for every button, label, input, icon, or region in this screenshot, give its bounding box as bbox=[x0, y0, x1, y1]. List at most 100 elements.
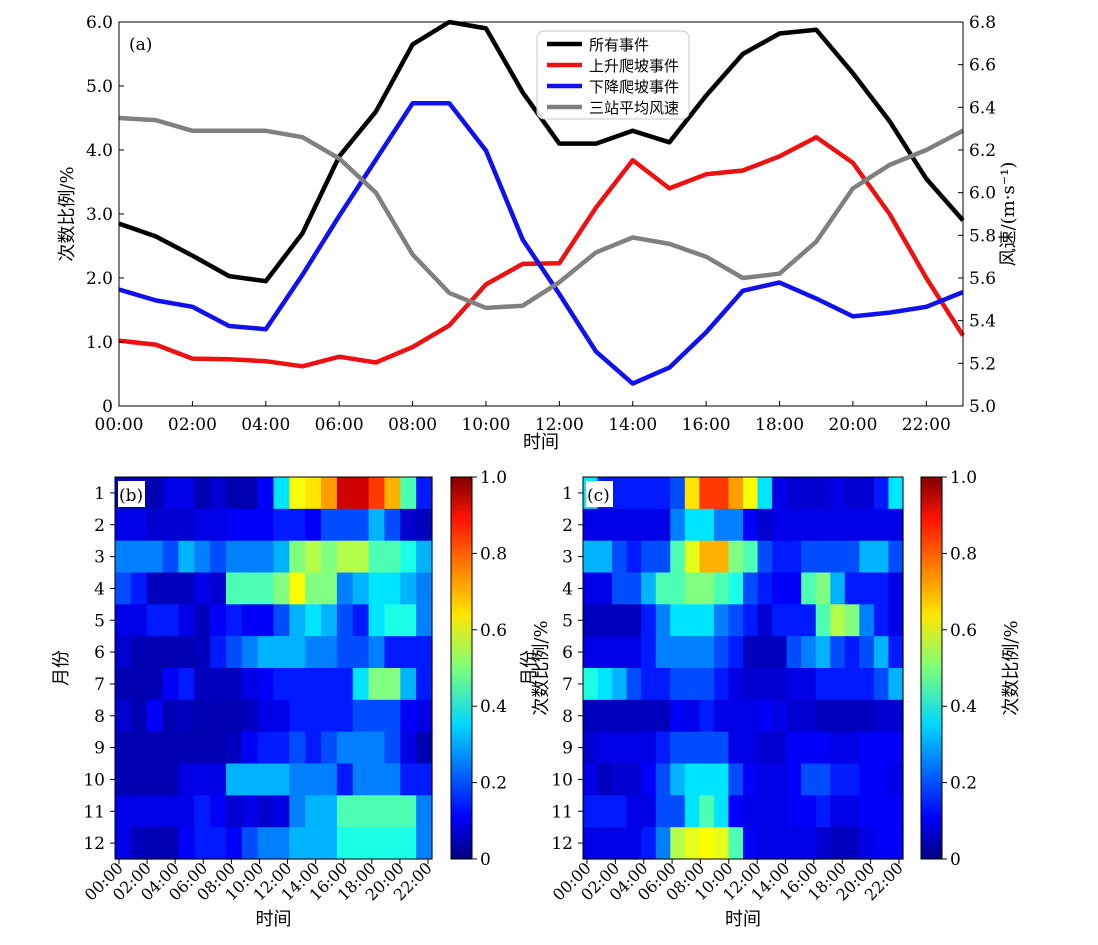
heatmap-cell bbox=[336, 795, 354, 828]
heatmap-cell bbox=[194, 508, 211, 542]
heatmap-cell bbox=[859, 508, 875, 542]
y-tick-label: 6 bbox=[94, 643, 105, 663]
heatmap-cell bbox=[241, 636, 259, 669]
heatmap-cell bbox=[384, 477, 401, 510]
heatmap-cell bbox=[626, 572, 642, 605]
heatmap-cell bbox=[178, 795, 195, 828]
heatmap-cell bbox=[699, 668, 715, 701]
heatmap-cell bbox=[194, 477, 211, 510]
heatmap-cell bbox=[210, 827, 227, 860]
heatmap-cell bbox=[888, 477, 904, 510]
heatmap-cell bbox=[743, 731, 759, 765]
heatmap-cell bbox=[626, 699, 642, 733]
right-y-tick-label: 5.6 bbox=[969, 269, 996, 289]
heatmap-cell bbox=[699, 508, 715, 542]
heatmap-cell bbox=[844, 827, 860, 860]
y-tick-label: 11 bbox=[83, 802, 105, 822]
heatmap-cell bbox=[194, 795, 211, 828]
panel-c-x-axis-label: 时间 bbox=[725, 909, 761, 930]
heatmap-cell bbox=[830, 636, 846, 669]
heatmap-cell bbox=[384, 668, 401, 701]
heatmap-cell bbox=[368, 731, 386, 765]
x-tick-label: 00:00 bbox=[95, 415, 144, 435]
heatmap-cell bbox=[305, 572, 322, 605]
heatmap-cell bbox=[713, 763, 730, 796]
heatmap-cell bbox=[416, 763, 433, 796]
heatmap-cell bbox=[859, 636, 875, 669]
series-line-3: 三站平均风速 bbox=[118, 115, 965, 311]
heatmap-cell bbox=[289, 731, 306, 765]
heatmap-cell bbox=[772, 699, 788, 733]
panel-c-label: (c) bbox=[587, 486, 610, 506]
panel-b-colorbar bbox=[450, 476, 473, 860]
heatmap-cell bbox=[873, 827, 890, 860]
heatmap-cell bbox=[655, 636, 671, 669]
heatmap-cell bbox=[743, 827, 759, 860]
heatmap-cell bbox=[225, 699, 243, 733]
panel-c-label-background bbox=[586, 481, 613, 507]
heatmap-cell bbox=[321, 540, 338, 574]
heatmap-cell bbox=[416, 827, 433, 860]
heatmap-cell bbox=[801, 795, 817, 828]
heatmap-cell bbox=[641, 572, 657, 605]
heatmap-cell bbox=[130, 604, 148, 637]
heatmap-cell bbox=[655, 604, 671, 637]
heatmap-cell bbox=[626, 636, 642, 669]
heatmap-cell bbox=[146, 731, 164, 765]
right-y-tick-label: 6.6 bbox=[969, 56, 996, 76]
heatmap-cell bbox=[400, 763, 417, 796]
heatmap-cell bbox=[743, 636, 759, 669]
heatmap-cell bbox=[859, 477, 875, 510]
y-tick-label: 7 bbox=[94, 675, 105, 695]
heatmap-cell bbox=[801, 572, 817, 605]
y-tick-label: 3 bbox=[94, 548, 105, 568]
heatmap-cell bbox=[772, 763, 788, 796]
heatmap-cell bbox=[321, 795, 338, 828]
heatmap-cell bbox=[352, 636, 370, 669]
heatmap-cell bbox=[416, 508, 433, 542]
left-y-tick-label: 1.0 bbox=[86, 333, 113, 353]
heatmap-cell bbox=[772, 795, 788, 828]
heatmap-cell bbox=[830, 477, 846, 510]
y-tick-label: 5 bbox=[94, 611, 105, 631]
heatmap-cell bbox=[178, 572, 195, 605]
heatmap-cell bbox=[801, 668, 817, 701]
heatmap-cell bbox=[670, 827, 686, 860]
heatmap-cell bbox=[670, 795, 686, 828]
heatmap-cell bbox=[583, 508, 599, 542]
heatmap-cell bbox=[210, 795, 227, 828]
heatmap-cell bbox=[757, 604, 773, 637]
heatmap-cell bbox=[257, 763, 275, 796]
heatmap-cell bbox=[888, 572, 904, 605]
heatmap-cell bbox=[130, 763, 148, 796]
heatmap-cell bbox=[713, 540, 730, 574]
heatmap-cell bbox=[684, 477, 700, 510]
heatmap-cell bbox=[257, 699, 275, 733]
heatmap-cell bbox=[612, 763, 628, 796]
heatmap-cell bbox=[844, 604, 860, 637]
heatmap-cell bbox=[210, 604, 227, 637]
heatmap-cell bbox=[336, 572, 354, 605]
heatmap-cell bbox=[289, 699, 306, 733]
panel-a-label: (a) bbox=[129, 35, 152, 55]
heatmap-cell bbox=[321, 731, 338, 765]
colorbar-tick-label: 0.8 bbox=[950, 544, 977, 564]
heatmap-cell bbox=[225, 636, 243, 669]
heatmap-cell bbox=[597, 827, 613, 860]
heatmap-cell bbox=[257, 477, 275, 510]
heatmap-cell bbox=[583, 795, 599, 828]
heatmap-cell bbox=[888, 636, 904, 669]
colorbar-tick-label: 0.2 bbox=[480, 774, 507, 794]
heatmap-cell bbox=[626, 731, 642, 765]
heatmap-cell bbox=[146, 763, 164, 796]
heatmap-cell bbox=[241, 508, 259, 542]
panel-b-label-background bbox=[118, 481, 145, 507]
heatmap-cell bbox=[684, 572, 700, 605]
heatmap-cell bbox=[162, 763, 179, 796]
heatmap-cell bbox=[873, 668, 890, 701]
heatmap-cell bbox=[641, 636, 657, 669]
heatmap-cell bbox=[336, 540, 354, 574]
series-line-1: 上升爬坡事件 bbox=[118, 134, 965, 369]
heatmap-cell bbox=[786, 540, 802, 574]
heatmap-cell bbox=[194, 699, 211, 733]
